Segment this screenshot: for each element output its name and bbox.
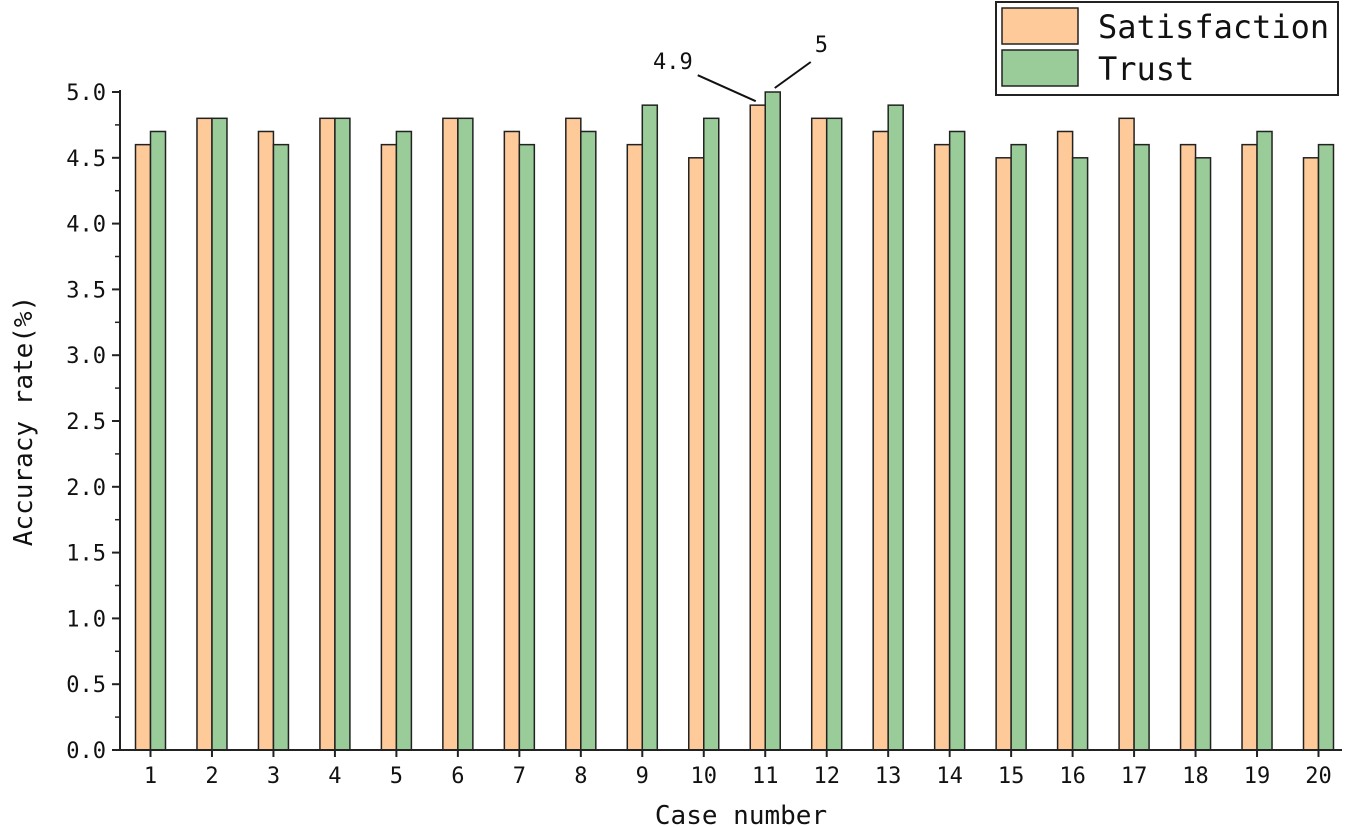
bar-trust-15 [1010,143,1027,751]
annotation-label: 5 [815,33,828,58]
bar-satisfaction-11 [749,104,766,751]
bar-trust-3 [272,143,290,751]
bar-trust-18 [1194,157,1212,751]
bar-satisfaction-3 [257,130,275,751]
annotation-leader-line [697,74,757,103]
x-tick-label: 12 [813,764,840,789]
legend-label-trust: Trust [1098,50,1194,88]
x-tick-label: 16 [1059,764,1086,789]
bar-satisfaction-20 [1302,157,1320,751]
bar-satisfaction-12 [810,117,828,751]
bar-satisfaction-8 [565,117,582,751]
y-tick-label: 3.5 [66,278,106,303]
bar-trust-2 [211,117,228,751]
bar-trust-20 [1317,143,1335,751]
legend-swatch-satisfaction [1001,7,1079,45]
bar-satisfaction-18 [1179,143,1197,751]
y-tick-label: 4.5 [66,147,106,172]
y-tick-label: 5.0 [66,81,106,106]
legend: Satisfaction Trust [995,1,1339,96]
x-axis-label: Case number [655,801,827,827]
annotations-layer: 4.95 [653,33,828,103]
bar-satisfaction-4 [319,117,336,751]
bar-trust-7 [518,143,536,751]
bar-satisfaction-16 [1056,130,1074,751]
x-tick-label: 1 [144,764,157,789]
x-tick-label: 4 [328,764,341,789]
bar-satisfaction-14 [933,143,951,751]
y-tick-label: 1.0 [66,607,106,632]
annotation-leader-line [774,61,812,89]
x-tick-label: 11 [752,764,779,789]
x-tick-label: 7 [513,764,526,789]
y-tick-label: 2.5 [66,410,106,435]
x-tick-label: 13 [875,764,902,789]
x-tick-label: 3 [267,764,280,789]
bar-trust-9 [641,104,659,751]
bar-satisfaction-7 [503,130,521,751]
x-tick-label: 8 [574,764,587,789]
x-tick-label: 14 [936,764,963,789]
y-tick-label: 1.5 [66,542,106,567]
bar-trust-13 [887,104,904,751]
x-tick-label: 15 [998,764,1025,789]
y-tick-label: 0.5 [66,673,106,698]
bar-satisfaction-1 [134,143,152,751]
legend-label-satisfaction: Satisfaction [1098,8,1329,46]
bar-satisfaction-10 [688,157,705,751]
bar-trust-17 [1133,143,1150,751]
bar-satisfaction-9 [626,143,644,751]
bar-trust-8 [580,130,597,751]
x-tick-label: 18 [1182,764,1209,789]
x-tick-label: 5 [390,764,403,789]
bar-trust-12 [825,117,843,751]
bar-trust-19 [1256,130,1273,751]
x-tick-label: 2 [205,764,218,789]
x-tick-label: 9 [636,764,649,789]
y-tick-label: 0.0 [66,739,106,764]
axes-layer: 0.00.51.01.52.02.53.03.54.04.55.01 2 3 4 5 6 7… [66,81,1342,789]
bar-trust-11 [764,91,781,751]
bar-satisfaction-2 [196,117,213,751]
bar-trust-14 [948,130,966,751]
x-tick-label: 6 [451,764,464,789]
bar-trust-4 [334,117,351,751]
legend-swatch-trust [1001,49,1079,87]
bar-trust-1 [149,130,167,751]
bar-satisfaction-5 [380,143,398,751]
bar-trust-10 [703,117,720,751]
bar-trust-5 [395,130,413,751]
bar-satisfaction-13 [872,130,889,751]
bar-satisfaction-19 [1241,143,1258,751]
x-tick-label: 20 [1305,764,1332,789]
bar-satisfaction-6 [442,117,459,751]
x-tick-label: 19 [1244,764,1271,789]
y-tick-label: 2.0 [66,476,106,501]
y-tick-label: 4.0 [66,213,106,238]
bar-trust-16 [1071,157,1089,751]
annotation-label: 4.9 [653,50,693,75]
bars-layer [134,91,1335,751]
bar-trust-6 [457,117,474,751]
bar-satisfaction-17 [1118,117,1135,751]
y-axis-label: Accuracy rate(%) [9,296,39,546]
x-tick-label: 10 [691,764,718,789]
x-tick-label: 17 [1121,764,1148,789]
y-tick-label: 3.0 [66,344,106,369]
bar-satisfaction-15 [995,157,1012,751]
